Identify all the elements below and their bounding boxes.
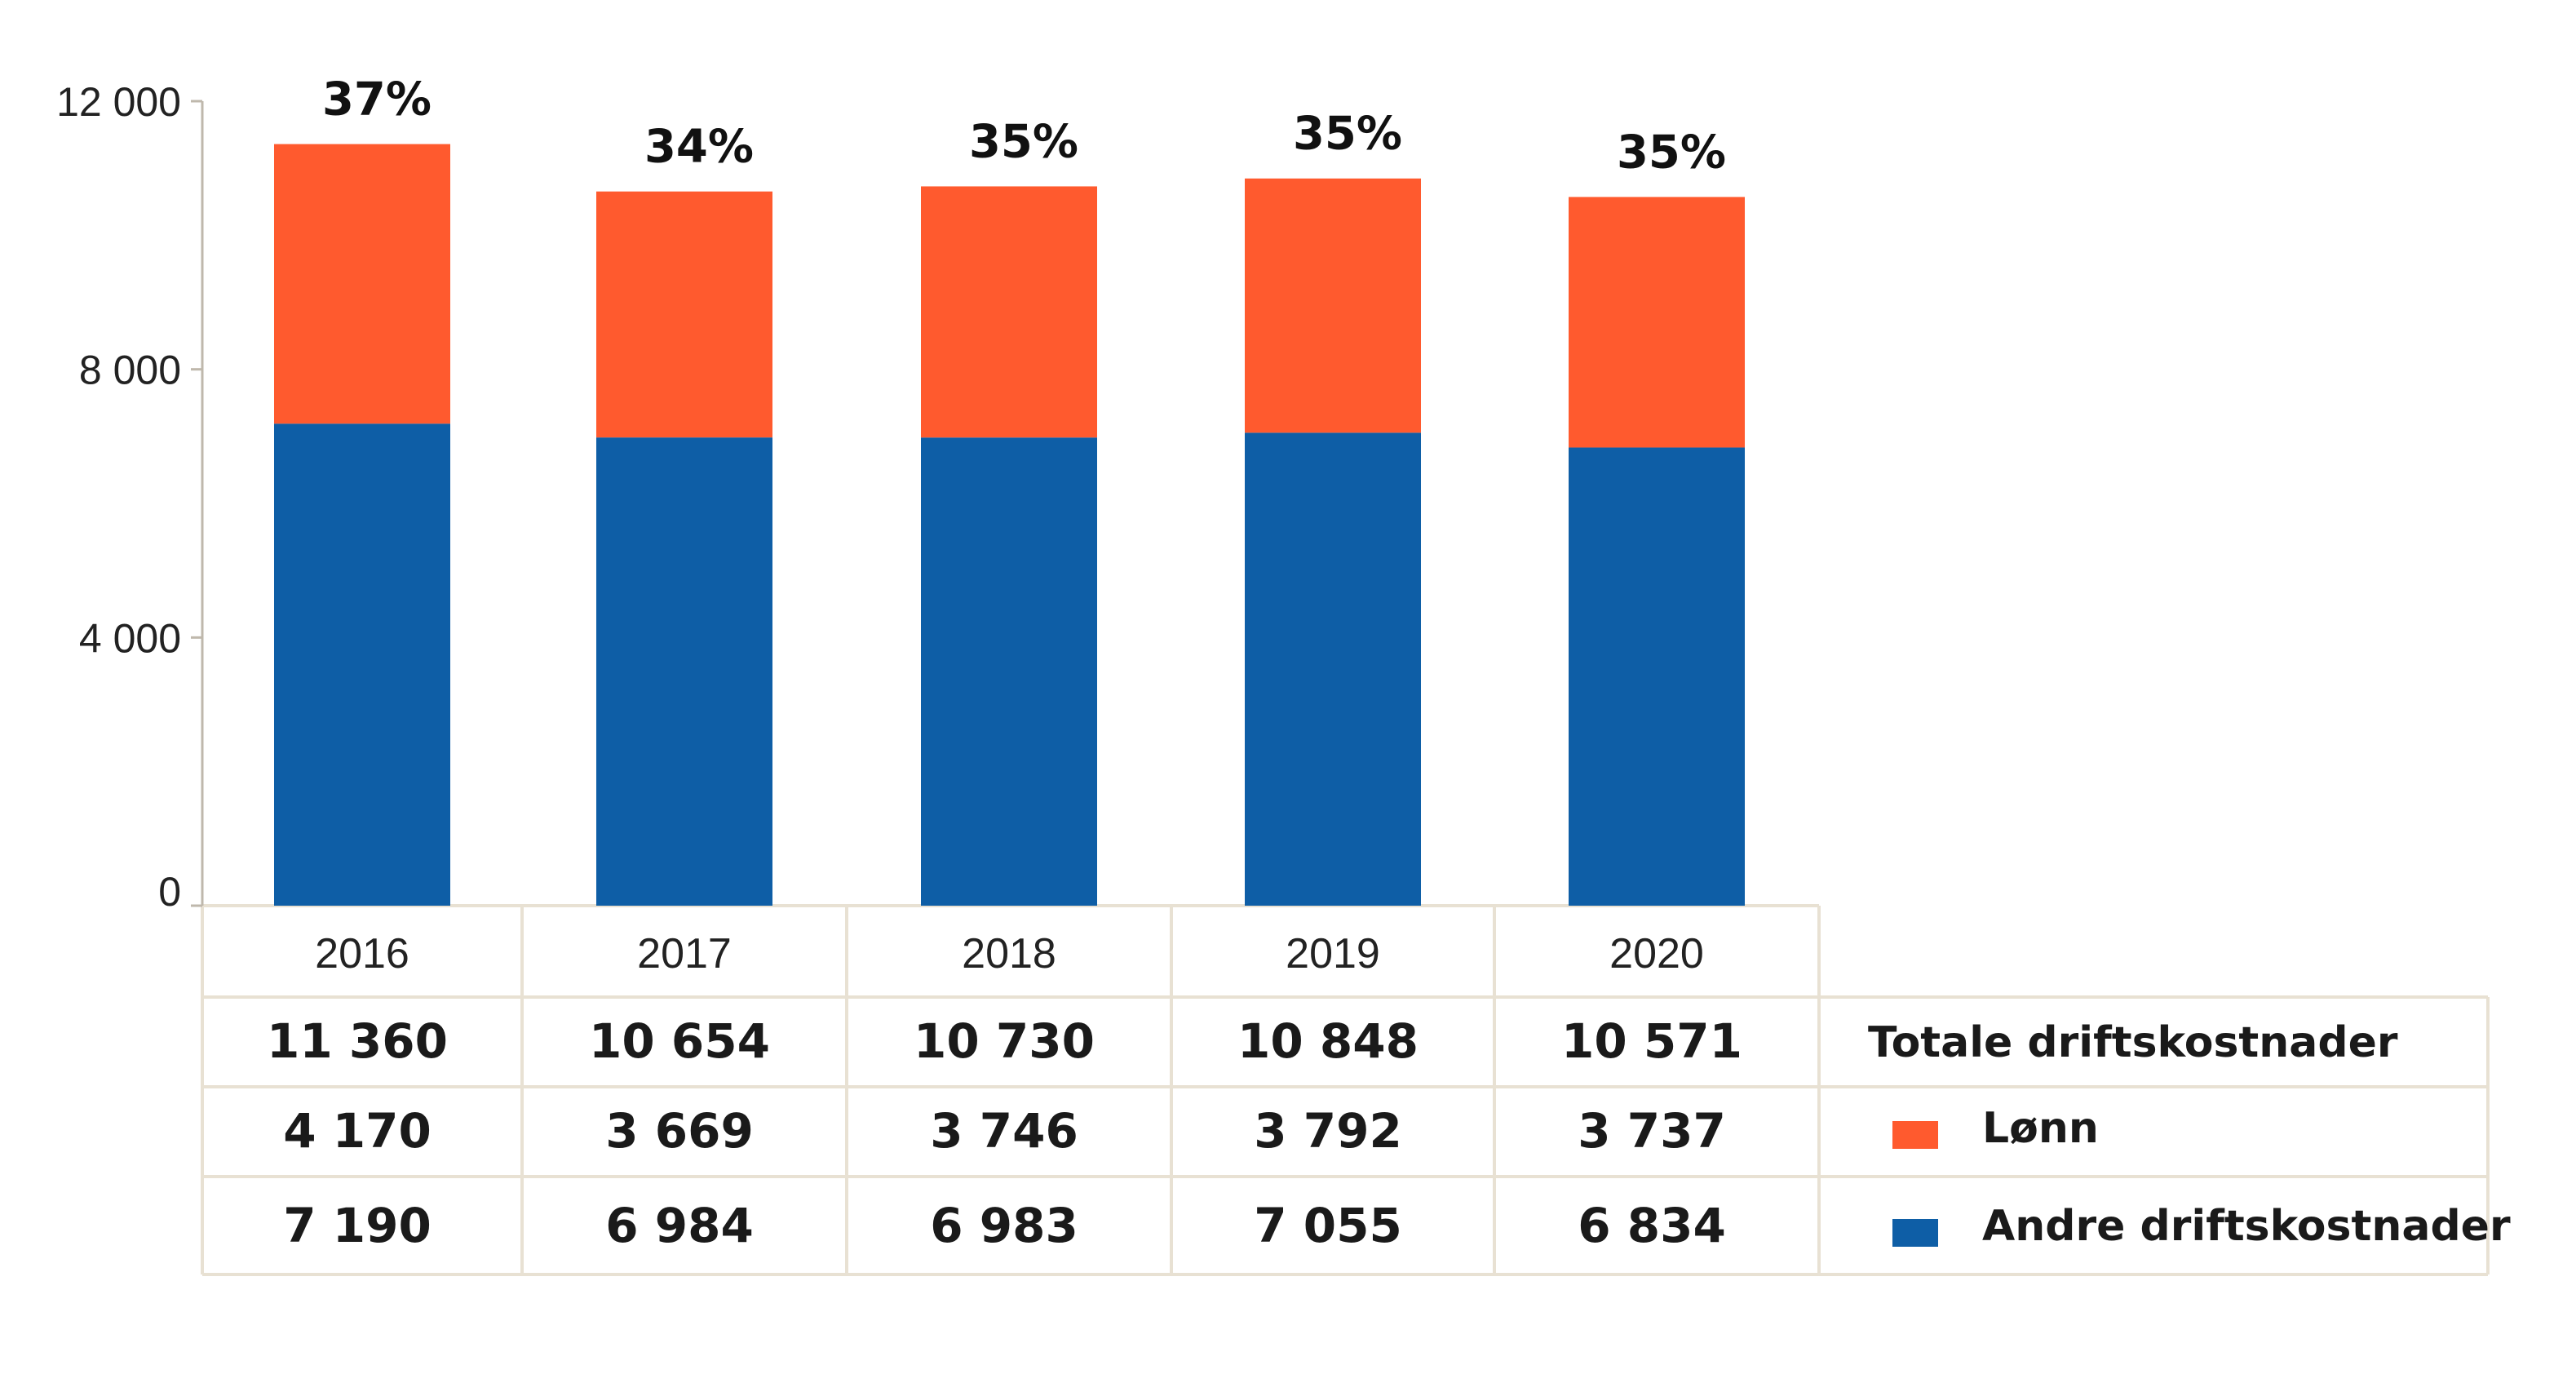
share-label: 35%: [1293, 108, 1402, 161]
x-tick-label: 2017: [637, 930, 732, 977]
legend-swatch-andre: [1892, 1219, 1938, 1247]
bar-segment: [596, 437, 772, 906]
y-tick-label: 0: [158, 869, 181, 915]
bar-segment: [596, 191, 772, 438]
legend-label-andre: Andre driftskostnader: [1982, 1202, 2511, 1251]
share-label: 35%: [969, 115, 1078, 168]
y-tick-label: 8 000: [79, 348, 181, 393]
legend-swatch-lonn: [1892, 1121, 1938, 1149]
table-cell-value: 10 848: [1237, 1013, 1419, 1069]
bars: [274, 144, 1745, 906]
share-label: 34%: [644, 121, 754, 174]
x-tick-label: 2019: [1286, 930, 1380, 977]
y-tick-label: 12 000: [56, 79, 181, 125]
bar-segment: [1245, 178, 1421, 433]
table-cell-value: 3 746: [930, 1103, 1078, 1159]
table-cell-value: 6 983: [930, 1198, 1078, 1253]
x-tick-label: 2020: [1609, 930, 1704, 977]
table-cell-value: 10 571: [1561, 1013, 1742, 1069]
table-cell-value: 11 360: [267, 1013, 448, 1069]
bar-segment: [1569, 447, 1745, 906]
table-cell-value: 3 792: [1254, 1103, 1402, 1159]
table-cell-value: 6 984: [605, 1198, 754, 1253]
bar-segment: [274, 144, 450, 424]
share-label: 37%: [322, 73, 432, 126]
table-cell-value: 6 834: [1578, 1198, 1726, 1253]
data-table: 2016 2017 2018 2019 2020 11 360 10 654 10 730 10…: [267, 930, 1742, 1253]
table-cell-value: 3 669: [605, 1103, 754, 1159]
bar-segment: [1245, 432, 1421, 906]
data-table-grid: [201, 904, 2490, 1276]
bar-segment: [1569, 197, 1745, 448]
table-cell-value: 7 190: [283, 1198, 432, 1253]
x-tick-label: 2016: [315, 930, 409, 977]
bar-segment: [274, 423, 450, 906]
table-cell-value: 10 730: [914, 1013, 1095, 1069]
share-labels: 37% 34% 35% 35% 35%: [322, 73, 1726, 180]
y-axis: 0 4 000 8 000 12 000: [56, 79, 204, 915]
share-label: 35%: [1617, 126, 1726, 179]
y-tick-label: 4 000: [79, 615, 181, 661]
table-cell-value: 4 170: [283, 1103, 432, 1159]
legend: Totale driftskostnader Lønn Andre driftsko…: [1868, 1018, 2511, 1251]
x-tick-label: 2018: [962, 930, 1056, 977]
bar-segment: [921, 186, 1097, 438]
legend-label-total: Totale driftskostnader: [1868, 1018, 2398, 1067]
table-cell-value: 7 055: [1254, 1198, 1402, 1253]
table-cell-value: 3 737: [1578, 1103, 1726, 1159]
legend-label-lonn: Lønn: [1982, 1104, 2099, 1153]
table-cell-value: 10 654: [589, 1013, 770, 1069]
bar-segment: [921, 437, 1097, 906]
